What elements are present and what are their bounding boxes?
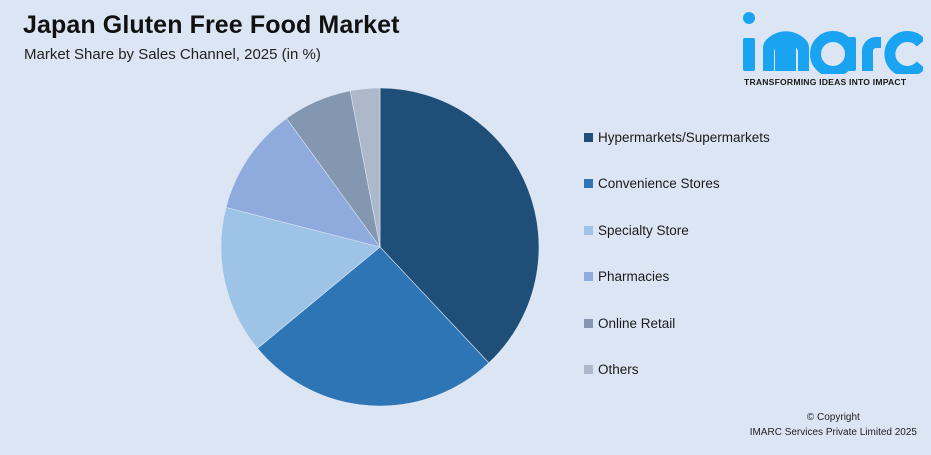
legend-item: Pharmacies [584, 268, 770, 286]
pie-slice-convenience-stores [257, 246, 490, 407]
legend-item: Others [584, 361, 770, 379]
copyright-line-1: © Copyright [806, 412, 860, 423]
imarc-wordmark-icon [743, 12, 923, 74]
legend-swatch-icon [584, 132, 593, 142]
legend-label: Pharmacies [598, 269, 670, 284]
legend-label: Online Retail [598, 315, 676, 331]
legend-item: Hypermarkets/Supermarkets [584, 128, 770, 146]
pie-slice-pharmacies [225, 117, 381, 248]
pie-slice-specialty-store [220, 207, 381, 349]
legend-label: Specialty Store [598, 222, 689, 238]
logo-tagline: TRANSFORMING IDEAS INTO IMPACT [744, 77, 907, 87]
legend-swatch-icon [584, 225, 593, 235]
pie-slice-others [349, 87, 381, 248]
legend-label: Convenience Stores [598, 176, 720, 191]
pie-chart [220, 87, 540, 407]
legend-item: Online Retail [584, 314, 770, 332]
legend-item: Convenience Stores [584, 175, 770, 193]
pie-slice-hypermarkets-supermarkets [379, 87, 540, 364]
copyright-line-2: IMARC Services Private Limited 2025 [749, 427, 917, 438]
legend-swatch-icon [584, 318, 593, 328]
chart-subtitle: Market Share by Sales Channel, 2025 (in … [24, 46, 321, 63]
legend-item: Specialty Store [584, 221, 770, 239]
copyright-notice: © Copyright IMARC Services Private Limit… [750, 410, 917, 440]
legend-swatch-icon [584, 272, 593, 281]
legend-label: Hypermarkets/Supermarkets [598, 129, 770, 145]
legend-label: Others [598, 362, 639, 377]
legend-swatch-icon [584, 365, 593, 374]
chart-title: Japan Gluten Free Food Market [23, 11, 400, 39]
legend-swatch-icon [584, 179, 593, 188]
chart-legend: Hypermarkets/Supermarkets Convenience Sto… [584, 128, 770, 407]
imarc-logo: TRANSFORMING IDEAS INTO IMPACT [741, 8, 923, 88]
